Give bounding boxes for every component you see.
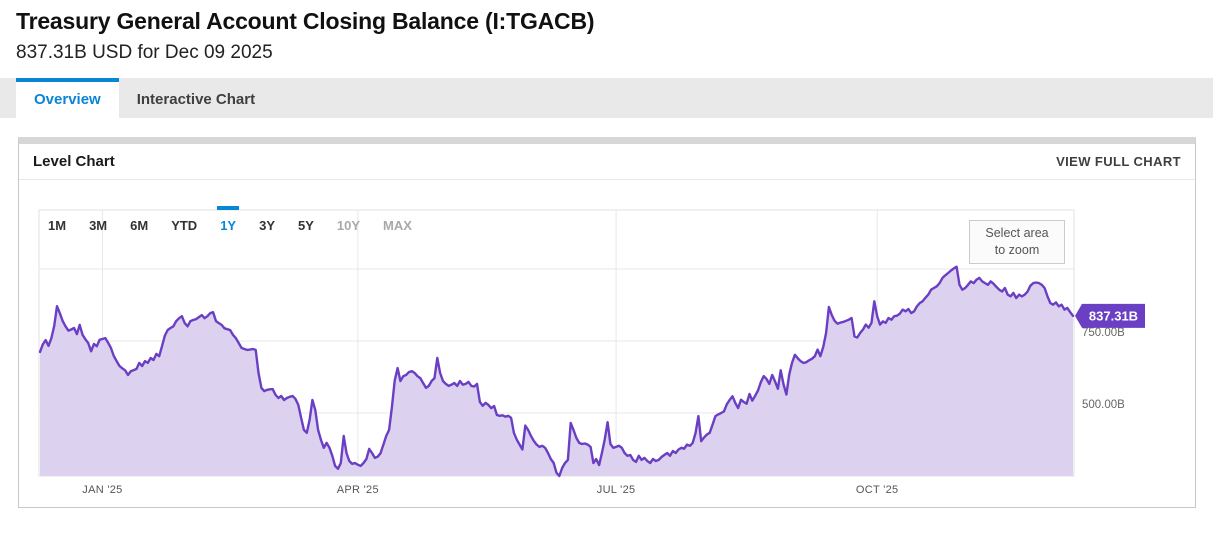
area-chart: 750.00B 500.00B JAN '25 APR '25 JUL '25 OCT '…: [38, 209, 1145, 496]
x-tick-label-3: OCT '25: [856, 484, 899, 496]
y-tick-label-750: 750.00B: [1082, 327, 1125, 339]
page-header: Treasury General Account Closing Balance…: [0, 0, 1213, 64]
card-header: Level Chart VIEW FULL CHART: [19, 144, 1195, 180]
range-button-ytd[interactable]: YTD: [171, 218, 198, 233]
tab-bar: Overview Interactive Chart: [0, 78, 1213, 118]
view-full-chart-link[interactable]: VIEW FULL CHART: [1056, 154, 1181, 169]
y-tick-label-500: 500.00B: [1082, 399, 1125, 411]
range-button-3m[interactable]: 3M: [89, 218, 108, 233]
page-title: Treasury General Account Closing Balance…: [16, 8, 595, 34]
level-chart-card: Level Chart VIEW FULL CHART 750.00B 500.0…: [18, 137, 1196, 508]
range-selector: 1M 3M 6M YTD 1Y 3Y 5Y 10Y MAX: [45, 206, 415, 233]
range-button-5y[interactable]: 5Y: [298, 218, 314, 233]
x-tick-label-2: JUL '25: [597, 484, 636, 496]
x-tick-label-1: APR '25: [337, 484, 379, 496]
tab-interactive-chart[interactable]: Interactive Chart: [136, 91, 256, 108]
latest-value-subtitle: 837.31B USD for Dec 09 2025: [16, 42, 273, 63]
area-fill: [40, 266, 1073, 476]
range-button-10y[interactable]: 10Y: [336, 218, 361, 233]
series-line: [38, 265, 1075, 478]
range-button-1m[interactable]: 1M: [48, 218, 67, 233]
select-area-line-1: Select area: [985, 226, 1049, 240]
tab-overview[interactable]: Overview: [16, 78, 119, 118]
select-area-to-zoom-button[interactable]: Select area to zoom: [969, 220, 1065, 264]
range-button-3y[interactable]: 3Y: [259, 218, 275, 233]
card-title: Level Chart: [33, 153, 115, 170]
select-area-line-2: to zoom: [994, 242, 1040, 257]
current-value-badge-label: 837.31B: [1089, 308, 1138, 323]
chart-region: 750.00B 500.00B JAN '25 APR '25 JUL '25 OCT '…: [19, 180, 1195, 506]
range-button-6m[interactable]: 6M: [130, 218, 149, 233]
x-tick-label-0: JAN '25: [82, 484, 122, 496]
range-button-max[interactable]: MAX: [383, 218, 412, 233]
range-button-1y[interactable]: 1Y: [217, 206, 240, 233]
current-value-badge: [1075, 303, 1145, 328]
